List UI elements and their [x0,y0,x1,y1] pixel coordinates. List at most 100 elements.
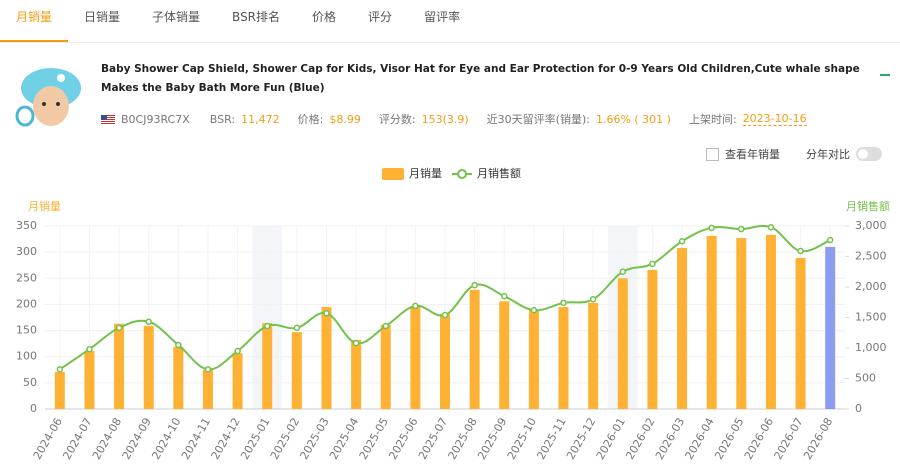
bar [440,313,450,409]
bar [617,278,628,409]
y2-tick-label: 2,000 [855,280,887,293]
y2-tick-label: 0 [855,402,862,415]
line-point [86,345,93,353]
bar [410,305,421,409]
bar [262,323,273,409]
bar [351,339,362,409]
tab[interactable]: 日销量 [84,10,121,24]
line-point [323,309,330,317]
line-point [589,295,597,303]
y-tick-label: 150 [16,324,37,337]
bar [291,332,302,409]
y-tick-label: 300 [16,245,37,258]
bar [499,301,510,409]
line-point [619,268,627,275]
rating: 153(3.9) [421,112,469,126]
listed-date: 2023-10-16 [742,112,807,126]
bar [795,257,806,409]
tab[interactable]: 子体销量 [152,10,201,24]
bar [143,325,154,409]
line-point [471,281,478,289]
bar [677,247,688,409]
y-tick-label: 200 [16,297,37,310]
y-tick-label: 250 [16,271,37,284]
bar [232,353,243,409]
price: $8.99 [329,112,361,126]
bar [736,238,747,409]
line-point [145,318,152,326]
x-tick-label: 2026-08 [801,416,835,462]
bar [84,350,95,409]
line-point [708,224,715,232]
legend-swatch [382,168,404,180]
chart: 0 50 100 150 200 250 300 350 0 500 1,000 1,500 2,000… [16,166,890,462]
y2-axis-title: 月销售额 [846,199,890,213]
switch[interactable] [856,147,882,161]
us-flag [101,114,115,124]
line-point [649,260,656,268]
tab[interactable]: 价格 [312,10,337,24]
compare-label: 分年对比 [806,148,850,161]
y2-tick-label: 500 [855,372,876,385]
tab-bar: 月销量 日销量 子体销量 BSR排名 价格 评分 留评率 [0,0,900,43]
line-point [352,339,360,347]
line-point [797,247,804,255]
legend-label: 月销量 [409,166,442,180]
y-tick-label: 50 [23,376,37,389]
bar [528,310,539,409]
line-point [767,223,775,231]
line-point [738,225,745,233]
yearly-toggle[interactable]: 查看年销量 [706,146,780,162]
bar [54,371,65,409]
y-axis-title: 月销量 [28,199,61,213]
line-point [501,292,508,300]
y-tick-label: 350 [16,219,37,232]
checkbox[interactable] [706,147,719,161]
bar [825,246,836,409]
tab[interactable]: 留评率 [424,10,461,24]
compare-toggle[interactable]: 分年对比 [806,146,882,162]
rating-label: 评分数: [378,113,416,126]
yearly-label: 查看年销量 [725,148,780,161]
bsr: 11,472 [241,112,280,126]
y2-tick-label: 3,000 [855,219,887,232]
line-point [560,299,567,307]
review-rate-label: 近30天留评率(销量): [486,113,590,126]
bar [588,302,599,409]
y2-tick-label: 1,000 [855,341,887,354]
bar [380,324,391,409]
line-point [678,238,686,245]
bar [706,235,717,409]
line-point [412,302,419,310]
line-point [175,341,182,349]
tab[interactable]: 月销量 [0,0,69,42]
line-point [115,324,123,332]
product-title[interactable]: Baby Shower Cap Shield, Shower Cap for K… [101,63,860,94]
tab[interactable]: BSR排名 [232,10,281,24]
download-icon[interactable] [880,62,890,76]
bar [202,369,213,409]
bar [647,269,658,409]
listed-label: 上架时间: [688,113,737,126]
line-point [293,324,301,332]
y2-tick-label: 2,500 [855,250,887,263]
review-rate: 1.66% ( 301 ) [595,112,671,126]
line-point [826,236,834,244]
line-point [530,306,538,314]
bar [765,234,776,409]
bsr-label: BSR: [209,112,236,126]
line-point [204,366,212,373]
tab[interactable]: 评分 [368,10,393,24]
bar [469,289,480,409]
bar [173,346,184,409]
line-point [234,347,241,355]
line-point [56,366,64,373]
asin[interactable]: B0CJ93RC7X [121,112,190,126]
product-image[interactable] [15,64,87,132]
line-point [441,311,449,319]
line-point [263,322,271,330]
y2-tick-label: 1,500 [855,311,887,324]
bar [558,307,569,409]
y-tick-label: 0 [30,402,37,415]
